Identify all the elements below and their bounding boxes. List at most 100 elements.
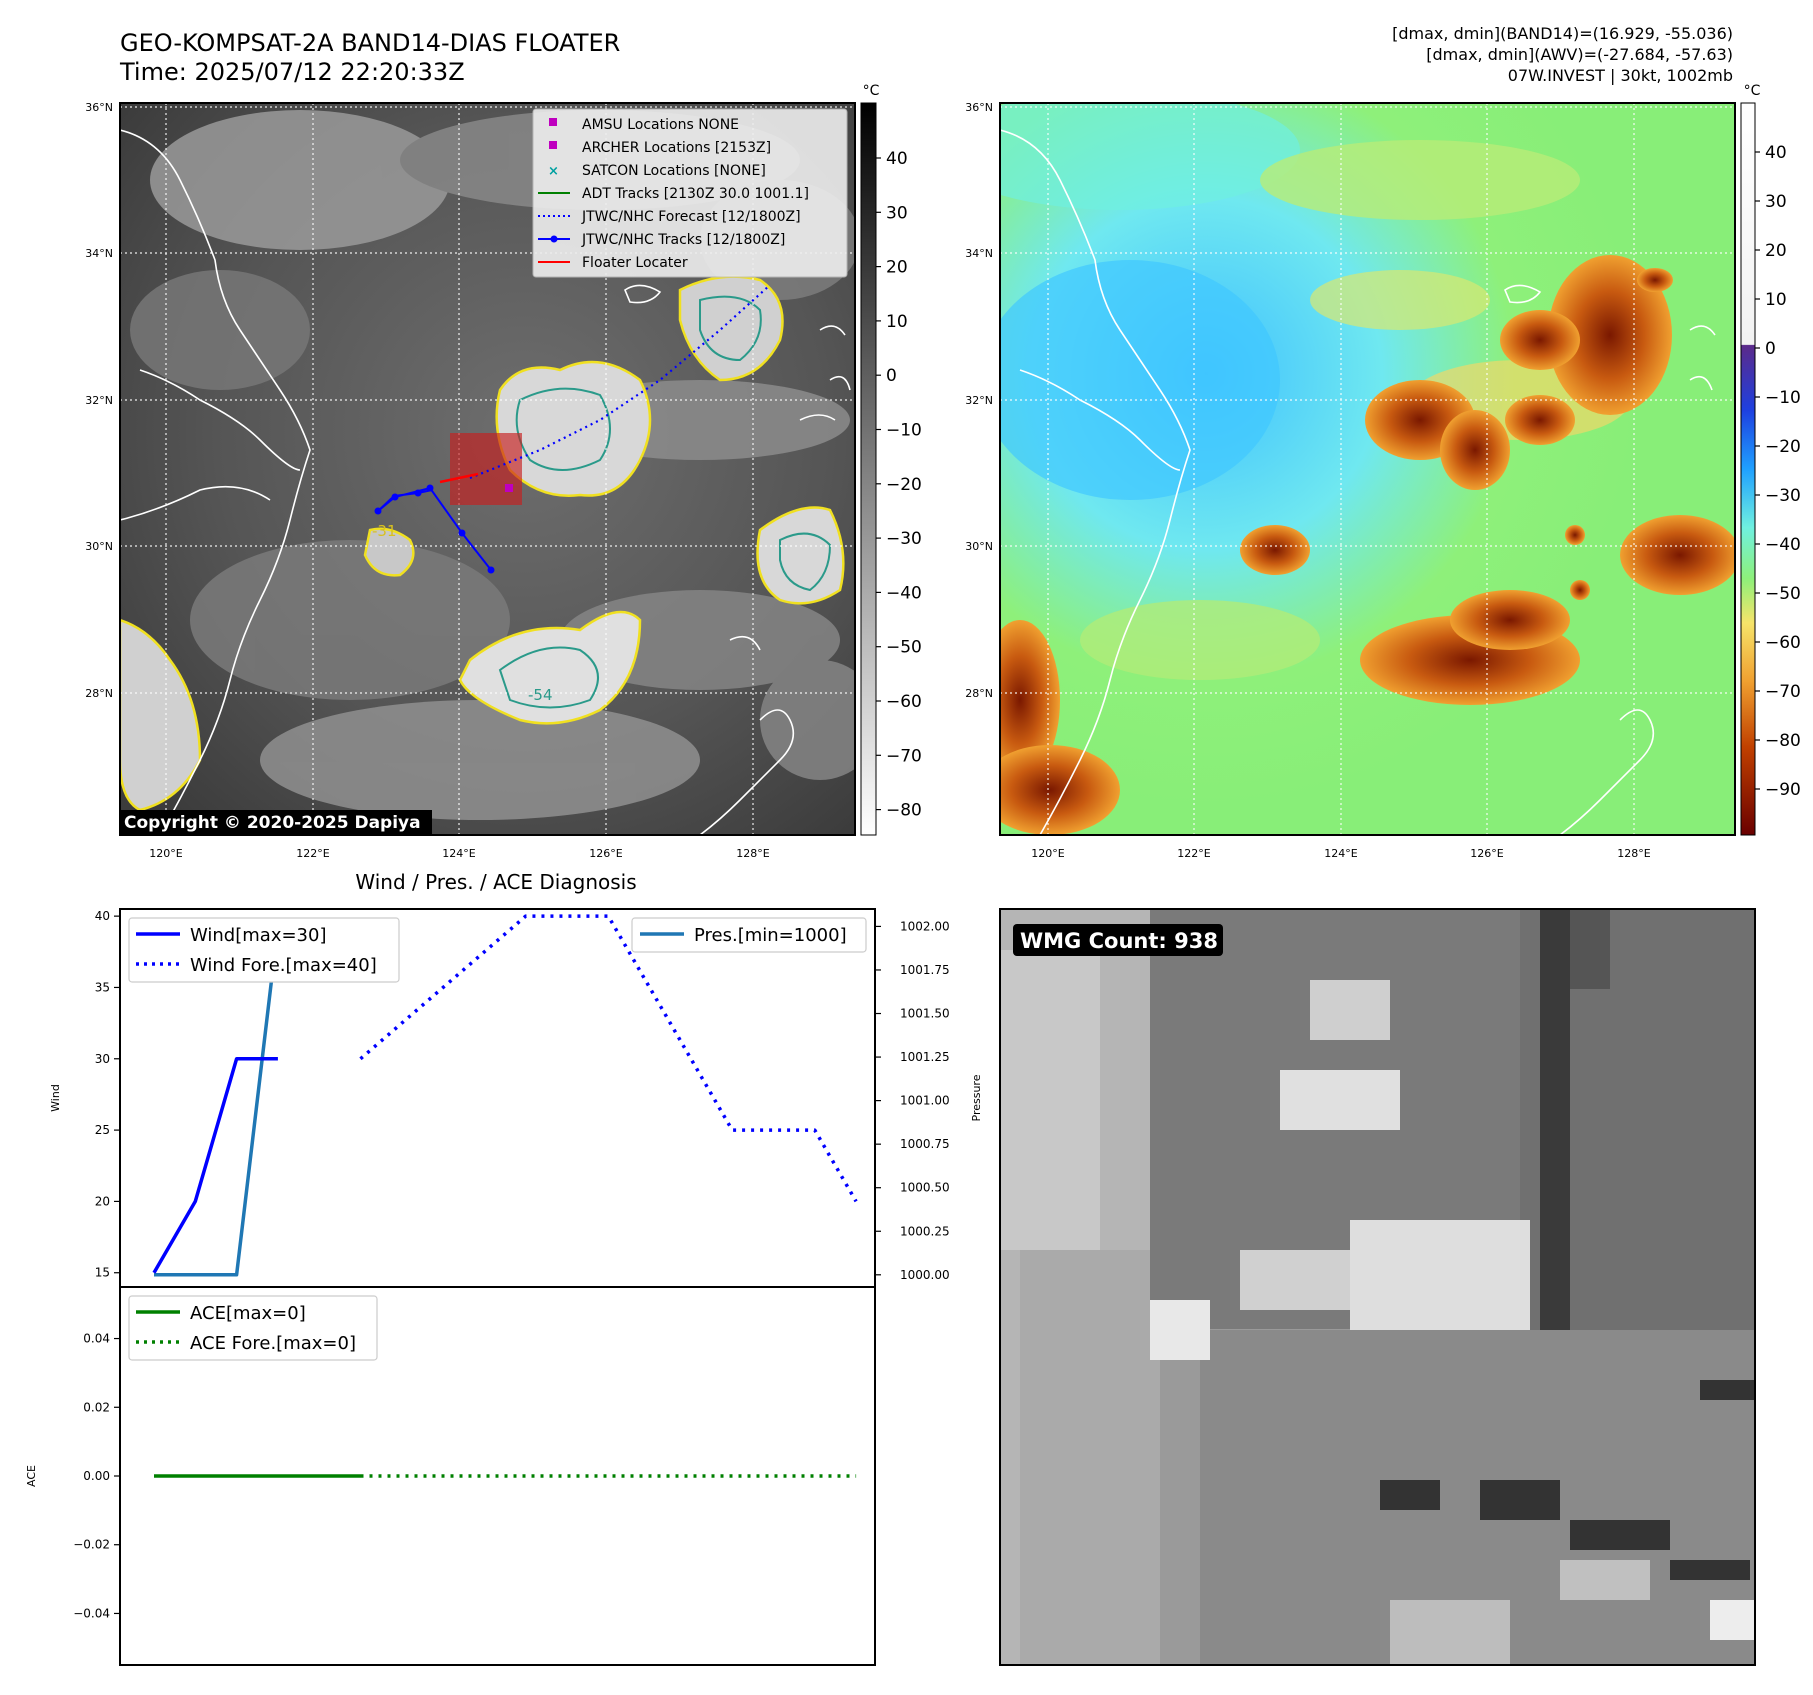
ir-colorbar-tick-label: 30 [886, 203, 908, 223]
ir-lon-label: 122°E [296, 847, 329, 860]
awv-colorbar-tick-label: −10 [1765, 388, 1801, 408]
awv-dry-blobs [1000, 255, 1735, 835]
ir-colorbar-tick-label: −40 [886, 583, 922, 603]
ace-legend: ACE[max=0] ACE Fore.[max=0] [128, 1295, 378, 1361]
archer-location-marker [505, 484, 513, 492]
ir-colorbar-tick-label: −80 [886, 801, 922, 821]
ir-lon-labels: 120°E 122°E 124°E 126°E 128°E [149, 847, 769, 860]
awv-lon-labels: 120°E 122°E 124°E 126°E 128°E [1031, 847, 1650, 860]
ir-colorbar-tick-label: −60 [886, 692, 922, 712]
awv-colorbar-ticks: 40 30 20 10 0 −10 −20 −30 −40 −50 −60 −70 −80 −90 [1755, 143, 1801, 800]
svg-text:×: × [548, 164, 559, 179]
awv-map-frame [999, 102, 1736, 836]
info-line2: [dmax, dmin](AWV)=(-27.684, -57.63) [1426, 45, 1733, 64]
copyright-text: Copyright © 2020-2025 Dapiya [124, 813, 421, 833]
floater-box [450, 433, 522, 505]
pressure-ytick-label: 1001.50 [900, 1007, 950, 1021]
ace-yticks: 0.04 0.02 0.00 −0.02 −0.04 [73, 1332, 120, 1620]
awv-lon-label: 128°E [1617, 847, 1650, 860]
info-line3: 07W.INVEST | 30kt, 1002mb [1508, 66, 1733, 85]
svg-text:SATCON Locations [NONE]: SATCON Locations [NONE] [582, 163, 766, 179]
awv-colorbar-unit: °C [1744, 83, 1761, 99]
ir-colorbar-tick-label: −10 [886, 421, 922, 441]
legend-item-floater: Floater Locater [538, 255, 688, 271]
ir-colorbar: °C 40 30 20 10 0 −10 −20 −30 −40 −50 −60 −70 −80 [860, 83, 922, 836]
contour-label-31: -31 [372, 522, 397, 540]
legend-pres: Pres.[min=1000] [694, 925, 847, 946]
svg-text:Floater Locater: Floater Locater [582, 255, 688, 271]
ace-ytick-label: 0.00 [83, 1469, 110, 1483]
pressure-ytick-label: 1000.00 [900, 1268, 950, 1282]
ir-map-frame [119, 102, 856, 836]
copyright-box [121, 810, 432, 834]
awv-colorbar-tick-label: −50 [1765, 584, 1801, 604]
ir-legend: AMSU Locations NONE ARCHER Locations [21… [532, 108, 848, 278]
awv-colorbar-tick-label: −20 [1765, 437, 1801, 457]
awv-colorbar-tick-label: −40 [1765, 535, 1801, 555]
svg-text:JTWC/NHC Forecast [12/1800Z]: JTWC/NHC Forecast [12/1800Z] [581, 209, 801, 225]
awv-lon-label: 126°E [1470, 847, 1503, 860]
figure-title-line2: Time: 2025/07/12 22:20:33Z [119, 58, 465, 86]
jtwc-track-points [374, 484, 495, 574]
wmg-panel: WMG Count: 938 [999, 908, 1756, 1666]
ir-colorbar-unit: °C [863, 83, 880, 99]
awv-lat-label: 32°N [965, 394, 993, 407]
wind-ytick-label: 40 [95, 909, 110, 923]
ace-ytick-label: −0.04 [73, 1606, 110, 1620]
legend-item-jtwc-forecast: JTWC/NHC Forecast [12/1800Z] [538, 209, 801, 225]
awv-colorbar-tick-label: −30 [1765, 486, 1801, 506]
pressure-ytick-label: 1001.75 [900, 963, 950, 977]
info-line1: [dmax, dmin](BAND14)=(16.929, -55.036) [1392, 24, 1733, 43]
ir-colorbar-tick-label: −20 [886, 475, 922, 495]
ir-lat-label: 36°N [85, 101, 113, 114]
jtwc-track [377, 486, 492, 571]
legend-item-amsu: AMSU Locations NONE [549, 117, 739, 133]
awv-colorbar-tick-label: 0 [1765, 339, 1776, 359]
wind-ytick-label: 25 [95, 1123, 110, 1137]
wmg-pixel-field [1000, 909, 1755, 1665]
ir-colorbar-tick-label: −50 [886, 638, 922, 658]
awv-colorbar-tick-label: −90 [1765, 780, 1801, 800]
ace-ylabel: ACE [25, 1465, 38, 1487]
figure-title-line1: GEO-KOMPSAT-2A BAND14-DIAS FLOATER [120, 29, 620, 57]
awv-colorbar-tick-label: −60 [1765, 633, 1801, 653]
pressure-ytick-label: 1000.25 [900, 1224, 950, 1238]
awv-lat-labels: 36°N 34°N 32°N 30°N 28°N [965, 101, 993, 700]
awv-colorbar-tick-label: −80 [1765, 731, 1801, 751]
ir-lat-label: 32°N [85, 394, 113, 407]
legend-item-archer: ARCHER Locations [2153Z] [549, 140, 771, 156]
ir-coastlines [120, 129, 851, 835]
awv-colorbar-tick-label: 30 [1765, 192, 1787, 212]
awv-colorbar-tick-label: −70 [1765, 682, 1801, 702]
ir-lat-label: 34°N [85, 247, 113, 260]
wind-ytick-label: 35 [95, 980, 110, 994]
wmg-count-label: WMG Count: 938 [1020, 929, 1218, 953]
awv-colorbar: °C 40 30 20 10 0 −10 −20 −30 −40 −50 −60 −70 −80 −90 [1740, 83, 1801, 836]
ir-lat-label: 30°N [85, 540, 113, 553]
wind-forecast-line [359, 914, 858, 1203]
floater-locater-line [439, 472, 479, 484]
wind-ytick-label: 20 [95, 1194, 110, 1208]
pressure-ytick-label: 1001.25 [900, 1050, 950, 1064]
wind-legend: Wind[max=30] Wind Fore.[max=40] [128, 917, 400, 983]
wind-yticks: 15 20 25 30 35 40 [95, 909, 120, 1280]
ir-cold-clouds [120, 275, 845, 812]
legend-item-satcon: × SATCON Locations [NONE] [548, 163, 766, 179]
ir-colorbar-tick-label: −30 [886, 529, 922, 549]
svg-text:ADT Tracks [2130Z 30.0 1001.1]: ADT Tracks [2130Z 30.0 1001.1] [582, 186, 809, 202]
awv-colorbar-tick-label: 20 [1765, 241, 1787, 261]
legend-ace: ACE[max=0] [190, 1303, 306, 1324]
ir-lat-labels: 36°N 34°N 32°N 30°N 28°N [85, 101, 113, 700]
awv-map-panel: 36°N 34°N 32°N 30°N 28°N 120°E 122°E 124… [965, 83, 1801, 860]
awv-lat-label: 36°N [965, 101, 993, 114]
ir-lon-label: 124°E [442, 847, 475, 860]
wind-ylabel: Wind [49, 1084, 62, 1112]
awv-lon-label: 120°E [1031, 847, 1064, 860]
diagnosis-title: Wind / Pres. / ACE Diagnosis [355, 870, 636, 894]
legend-wind-fore: Wind Fore.[max=40] [190, 955, 377, 976]
ir-colorbar-tick-label: 20 [886, 258, 908, 278]
awv-colorbar-tick-label: 40 [1765, 143, 1787, 163]
awv-lon-label: 122°E [1177, 847, 1210, 860]
awv-gridlines [1000, 103, 1735, 835]
